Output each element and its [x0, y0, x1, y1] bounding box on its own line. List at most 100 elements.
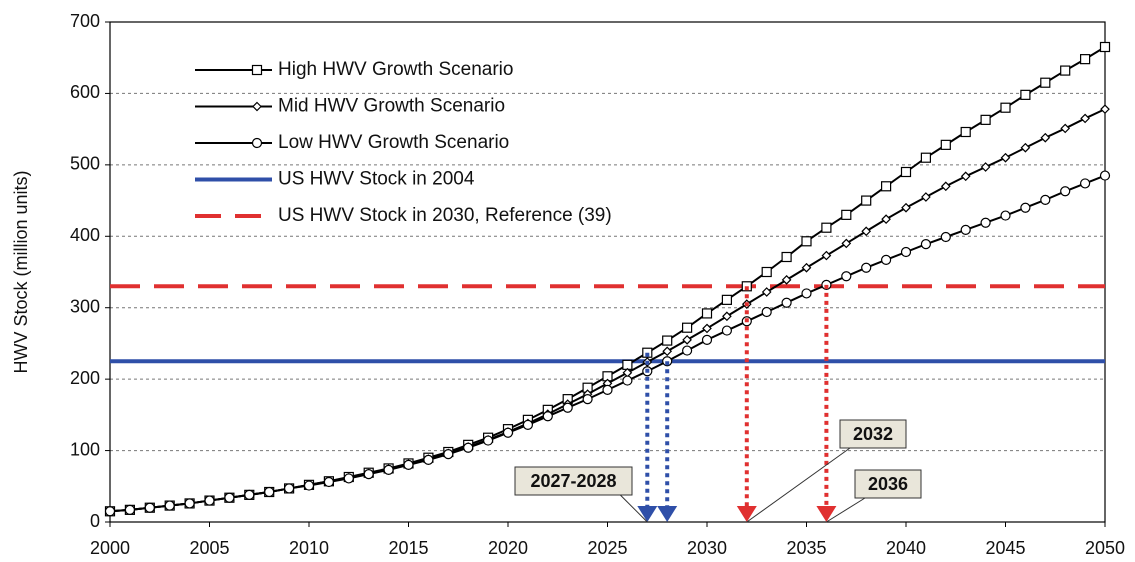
legend-marker	[251, 64, 263, 76]
marker	[1079, 178, 1091, 189]
marker	[921, 192, 931, 202]
drop-arrow	[637, 506, 658, 522]
y-axis-label: HWV Stock (million units)	[11, 170, 31, 373]
y-tick-label: 0	[90, 511, 100, 531]
x-tick-label: 2045	[985, 538, 1025, 558]
x-tick-label: 2020	[488, 538, 528, 558]
marker	[960, 224, 971, 235]
marker	[841, 271, 852, 282]
marker	[681, 322, 693, 333]
marker	[522, 419, 534, 430]
callout-box	[514, 466, 633, 496]
marker	[1100, 104, 1110, 114]
legend-marker	[252, 101, 262, 112]
y-tick-label: 200	[70, 368, 100, 388]
marker	[443, 449, 454, 460]
marker	[940, 231, 951, 243]
callout-pointer	[746, 447, 851, 523]
marker	[124, 504, 135, 515]
marker	[104, 506, 116, 517]
marker	[1040, 77, 1051, 88]
callout-label: 2036	[868, 474, 908, 494]
marker	[622, 375, 633, 386]
y-tick-label: 100	[70, 439, 100, 459]
marker	[1040, 132, 1051, 143]
marker	[164, 500, 175, 511]
marker	[1099, 170, 1111, 181]
marker	[900, 166, 912, 178]
marker	[343, 473, 354, 484]
marker	[1060, 123, 1071, 134]
y-tick-label: 700	[70, 11, 100, 31]
drop-arrow	[816, 506, 837, 522]
marker	[801, 288, 812, 299]
marker	[861, 262, 872, 273]
callout-box	[854, 469, 922, 499]
marker	[980, 114, 991, 125]
marker	[880, 254, 892, 265]
marker	[662, 346, 673, 357]
marker	[722, 311, 732, 322]
legend-label: US HWV Stock in 2004	[278, 169, 475, 190]
marker	[483, 435, 494, 446]
marker	[582, 394, 593, 405]
marker	[841, 209, 852, 220]
marker	[861, 226, 872, 237]
marker	[1060, 186, 1071, 197]
marker	[880, 181, 892, 192]
marker	[224, 492, 235, 503]
legend-label: Mid HWV Growth Scenario	[278, 96, 505, 117]
marker	[781, 297, 792, 308]
callout-label: 2027-2028	[530, 471, 616, 491]
marker	[761, 287, 772, 297]
x-tick-label: 2010	[289, 538, 329, 558]
marker	[881, 214, 891, 224]
marker	[940, 139, 951, 150]
marker	[681, 345, 693, 356]
y-tick-label: 400	[70, 225, 100, 245]
y-tick-label: 300	[70, 296, 100, 316]
series-line	[109, 46, 1106, 513]
marker	[940, 181, 951, 192]
marker	[144, 502, 155, 513]
marker	[920, 152, 932, 163]
marker	[682, 335, 692, 345]
marker	[901, 202, 911, 213]
legend-label: High HWV Growth Scenario	[278, 59, 513, 80]
marker	[841, 238, 852, 249]
marker	[1020, 142, 1031, 153]
marker	[1079, 54, 1091, 65]
marker	[701, 334, 713, 345]
marker	[602, 384, 613, 395]
marker	[1040, 194, 1051, 205]
drop-arrow	[657, 506, 678, 522]
marker	[264, 486, 275, 498]
marker	[781, 275, 792, 285]
plot-frame	[109, 21, 1106, 523]
callout-pointer	[826, 497, 866, 523]
marker	[383, 464, 394, 475]
marker	[284, 483, 295, 494]
marker	[423, 454, 434, 465]
marker	[821, 222, 832, 233]
marker	[761, 266, 772, 278]
x-tick-label: 2015	[388, 538, 428, 558]
marker	[1060, 65, 1071, 76]
marker	[920, 239, 932, 250]
x-tick-label: 2035	[786, 538, 826, 558]
marker	[721, 325, 733, 336]
marker	[721, 294, 733, 305]
marker	[960, 171, 971, 182]
series-line	[109, 108, 1106, 513]
marker	[980, 217, 991, 228]
y-tick-label: 600	[70, 82, 100, 102]
x-tick-label: 2040	[886, 538, 926, 558]
marker	[1000, 102, 1011, 113]
marker	[1020, 89, 1031, 100]
drop-arrow	[736, 506, 757, 522]
y-tick-label: 500	[70, 154, 100, 174]
marker	[702, 323, 712, 334]
marker	[244, 489, 255, 500]
marker	[463, 442, 474, 453]
